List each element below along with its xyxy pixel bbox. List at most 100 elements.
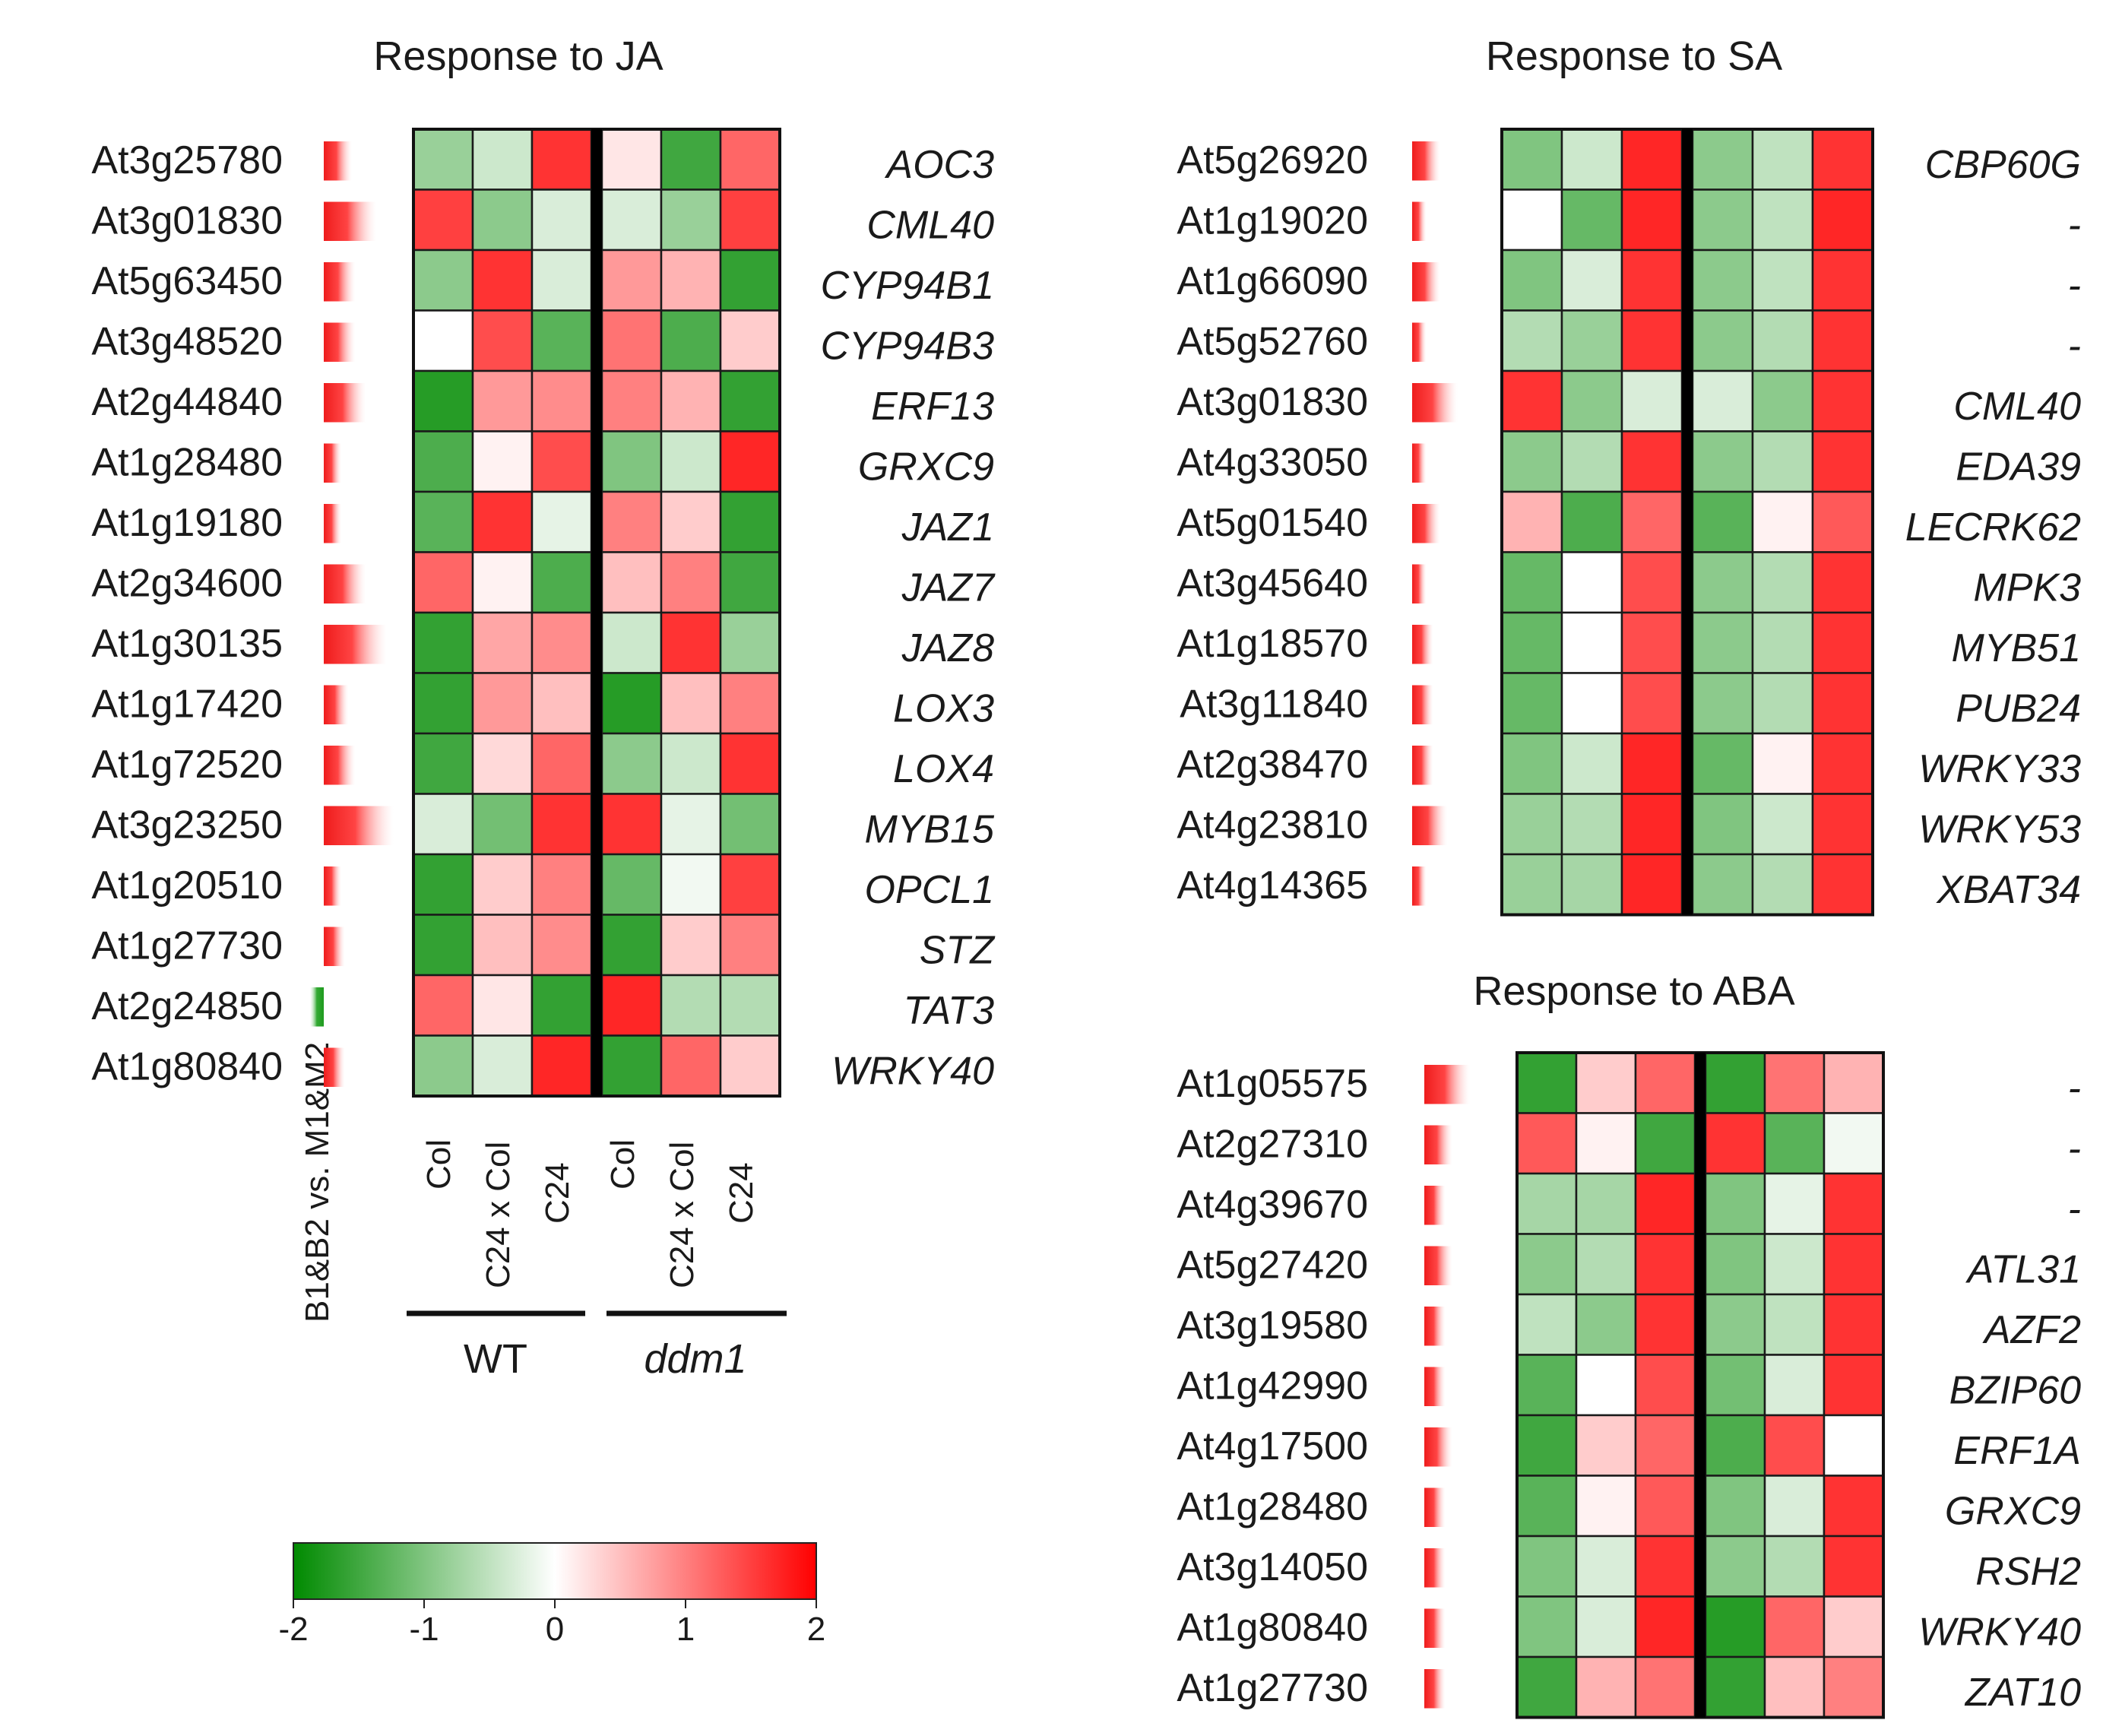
row-locus-label: At1g42990 [1177,1364,1368,1408]
side-bar [1424,1246,1452,1285]
row-gene-label: JAZ8 [901,626,994,670]
side-bar [1424,1487,1446,1527]
heatmap-cell [1620,793,1683,856]
heatmap-cell [412,369,474,432]
heatmap-cell [1500,249,1563,312]
color-scale-bar [293,1542,817,1600]
heatmap-cell [1620,551,1683,614]
row-gene-label: BZIP60 [1949,1368,2081,1412]
heatmap-cell [1823,1655,1885,1719]
heatmap-cell [600,672,663,735]
heatmap-cell [1560,793,1623,856]
heatmap-cell [530,128,593,191]
heatmap-cell [1634,1051,1696,1114]
heatmap-cell [1811,611,1874,674]
heatmap-cell [660,732,722,795]
row-gene-label: - [2068,264,2081,308]
heatmap-cell [1811,128,1874,191]
side-bar [1412,564,1427,603]
side-bar [324,564,366,603]
side-bar [1412,383,1458,423]
heatmap-cell [530,914,593,977]
heatmap-cell [600,551,663,614]
column-label: C24 x Col [480,1142,517,1288]
heatmap-cell [1811,551,1874,614]
color-scale-tick-label: -2 [278,1611,308,1648]
heatmap-cell [1691,128,1754,191]
heatmap-cell [471,309,534,372]
heatmap-cell [660,672,722,735]
heatmap-cell [1811,732,1874,795]
row-locus-label: At1g18570 [1177,622,1368,666]
heatmap-cell [660,490,722,553]
heatmap-panel-sa: Response to SA At5g26920 CBP60G At1g19020 -… [1177,33,2081,917]
row-locus-label: At1g28480 [1177,1484,1368,1529]
heatmap-panel-aba: Response to ABA At1g05575 - At2g27310 - At4g… [1177,968,2081,1719]
row-locus-label: At1g05575 [1177,1062,1368,1106]
heatmap-cells [1500,128,1874,916]
heatmap-cell [412,490,474,553]
heatmap-cell [1751,793,1814,856]
heatmap-cell [1763,1172,1826,1235]
side-bar [1424,1669,1446,1709]
heatmap-cell [660,793,722,856]
heatmap-cell [600,1034,663,1098]
heatmap-cell [1620,732,1683,795]
row-locus-label: At4g23810 [1177,803,1368,847]
heatmap-cell [1575,1655,1637,1719]
row-gene-label: XBAT34 [1936,868,2081,912]
heatmap-cell [1634,1293,1696,1356]
heatmap-cell [1704,1655,1766,1719]
heatmap-cell [1763,1051,1826,1114]
row-locus-label: At3g14050 [1177,1545,1368,1589]
heatmap-cell [471,249,534,312]
row-gene-label: OPCL1 [864,868,994,912]
heatmap-cell [1704,1354,1766,1417]
row-locus-label: At3g23250 [91,803,283,847]
row-gene-label: - [2068,203,2081,247]
row-gene-label: ZAT10 [1964,1671,2081,1715]
heatmap-cell [530,430,593,493]
heatmap-cells [412,128,781,1098]
heatmap-cell [1560,611,1623,674]
heatmap-cell [1751,188,1814,252]
heatmap-cell [660,611,722,674]
row-locus-label: At1g66090 [1177,259,1368,303]
heatmap-cell [1515,1414,1578,1477]
row-locus-label: At1g80840 [91,1044,283,1088]
row-locus-label: At3g19580 [1177,1304,1368,1348]
heatmap-cell [1575,1414,1637,1477]
heatmap-cell [1691,793,1754,856]
heatmap-cell [1500,430,1563,493]
heatmap-cell [1560,672,1623,735]
heatmap-cell [600,732,663,795]
row-locus-label: At1g19020 [1177,198,1368,242]
row-locus-label: At3g01830 [91,198,283,242]
side-bar [1424,1608,1446,1648]
heatmap-cell [412,128,474,191]
row-gene-label: CML40 [866,203,994,247]
heatmap-cell [1515,1475,1578,1538]
heatmap-cell [660,430,722,493]
heatmap-cell [1811,369,1874,432]
row-locus-label: At2g27310 [1177,1122,1368,1166]
row-locus-label: At3g01830 [1177,380,1368,424]
heatmap-cell [412,249,474,312]
heatmap-cell [412,974,474,1037]
heatmap-cell [1763,1293,1826,1356]
heatmap-cell [412,309,474,372]
heatmap-cell [1691,672,1754,735]
heatmap-cell [1751,309,1814,372]
row-gene-label: CML40 [1953,385,2081,429]
row-locus-label: At4g33050 [1177,440,1368,484]
heatmap-cell [600,490,663,553]
row-locus-label: At4g17500 [1177,1424,1368,1468]
side-bar [1412,625,1433,664]
heatmap-cell [660,249,722,312]
heatmap-cell [1763,1595,1826,1658]
row-gene-label: LECRK62 [1905,505,2081,550]
row-gene-label: AOC3 [884,143,994,187]
side-bar [324,685,349,724]
heatmap-cell [1704,1293,1766,1356]
row-gene-label: JAZ7 [901,565,996,610]
